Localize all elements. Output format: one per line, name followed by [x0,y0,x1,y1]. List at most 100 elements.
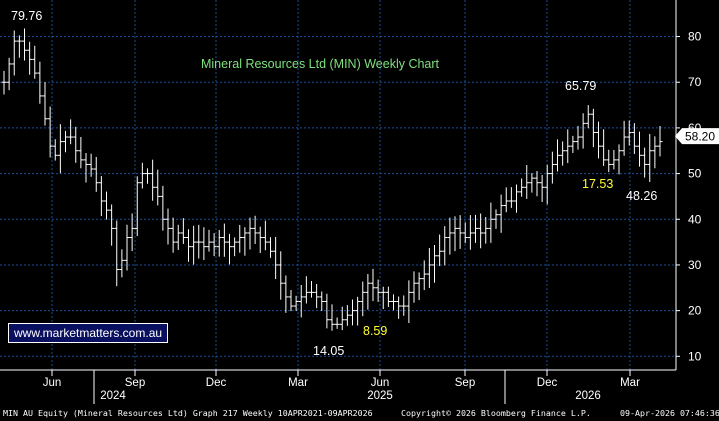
ohlc-bar [457,215,463,249]
axes [0,0,680,404]
ohlc-bar [242,227,248,256]
ohlc-bar [365,274,371,310]
ohlc-bar [647,134,653,183]
x-month-label: Jun [371,377,390,389]
annotation-label: 48.26 [626,189,657,203]
ohlc-bar [631,123,637,154]
ohlc-bar [191,225,197,265]
ohlc-bar [175,224,181,250]
ohlc-bar [601,129,607,166]
y-tick-label: 40 [688,212,702,226]
y-tick-label: 30 [688,258,702,272]
ohlc-bar [303,276,309,304]
x-year-label: 2025 [367,390,393,402]
ohlc-bar [560,141,566,166]
ohlc-bar [314,283,320,309]
ohlc-bar [370,268,376,302]
footer-timestamp: 09-Apr-2026 07:46:36 [620,408,719,418]
ohlc-bar [549,151,555,184]
ohlc-bar [421,260,427,291]
ohlc-bar [47,106,53,158]
ohlc-bar [570,135,576,153]
ohlc-bar [590,108,596,148]
x-month-label: Dec [537,377,558,389]
ohlc-bar [278,251,284,300]
ohlc-bar [416,272,422,301]
ohlc-bar [406,280,412,324]
ohlc-bar [22,28,27,61]
ohlc-bar [27,41,33,75]
ohlc-bar [462,222,468,244]
ohlc-bar [637,131,642,167]
ohlc-bar [119,249,125,278]
ohlc-bar [555,139,560,172]
ohlc-bar [411,271,417,303]
grid-lines [0,0,676,370]
ohlc-bar [165,208,171,245]
ohlc-bar [42,82,48,126]
ohlc-bar [11,30,17,76]
ohlc-bar [360,281,366,317]
ohlc-bar [319,291,325,311]
ohlc-bar [78,136,84,169]
ohlc-bar [493,209,499,229]
ohlc-bar [442,226,448,266]
ohlc-bar [262,220,268,251]
ohlc-bar [211,233,217,257]
ohlc-bar [98,176,104,217]
ohlc-bar [396,296,402,319]
price-tag-label: 58.20 [685,130,715,144]
ohlc-bar [606,149,612,173]
ohlc-bar [196,224,202,259]
y-tick-label: 20 [688,304,702,318]
ohlc-bar [252,215,258,244]
y-tick-label: 10 [688,349,702,363]
x-year-label: 2026 [575,390,601,402]
ohlc-bar [221,223,227,257]
ohlc-bar [124,224,130,271]
ohlc-bar [73,126,79,163]
ohlc-bar [68,119,74,145]
ohlc-bar [616,144,622,175]
ohlc-bar [216,230,222,257]
ohlc-bar [293,295,299,311]
ohlc-bar [298,284,304,318]
watermark-link[interactable]: www.marketmatters.com.au [8,323,169,343]
ohlc-bar [514,184,519,213]
ohlc-bar [426,247,432,288]
ohlc-bar [544,164,550,205]
ohlc-bar [626,120,632,146]
ohlc-bar [37,61,43,104]
ohlc-bar [206,229,212,252]
ohlc-bar [580,113,586,149]
x-year-label: 2024 [100,390,126,402]
ohlc-bar [575,125,581,150]
ohlc-bar [391,294,396,311]
x-month-label: Sep [455,377,475,389]
y-tick-label: 70 [688,75,702,89]
ohlc-bar [565,129,571,164]
ohlc-bar [52,139,58,161]
ohlc-bar [483,216,489,244]
ohlc-bar [63,130,68,153]
ohlc-bar [114,220,120,287]
ohlc-bar [57,124,63,174]
ohlc-bar [534,171,540,197]
ohlc-bar [503,187,509,213]
ohlc-bar [6,57,12,91]
ohlc-bar [201,227,207,261]
ohlc-bar [334,317,340,329]
ohlc-bar [611,149,617,170]
x-month-label: Dec [206,377,227,389]
ohlc-bar [16,35,22,58]
ohlc-bar [180,218,186,244]
ohlc-bar [380,286,386,309]
ohlc-bar [83,152,89,183]
x-month-label: Mar [620,377,640,389]
ohlc-bar [109,204,115,246]
ohlc-bar [498,194,504,233]
ohlc-bar [519,178,525,197]
x-month-label: Sep [125,377,145,389]
ohlc-bar [529,173,535,193]
ohlc-bar [288,290,294,312]
